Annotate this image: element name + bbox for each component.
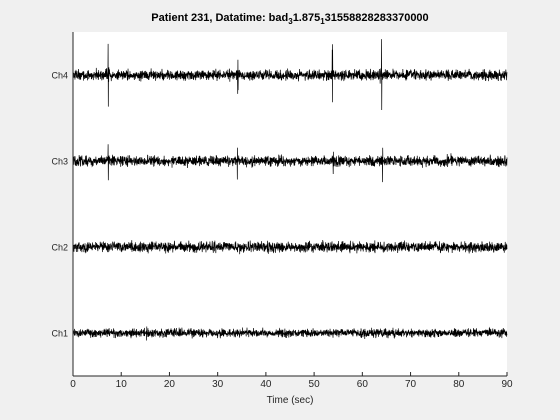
title-part: 31558828283370000 [325, 12, 429, 24]
trace-ch3 [72, 144, 508, 183]
trace-ch2 [72, 240, 508, 255]
x-tick-label: 40 [260, 379, 272, 390]
traces [72, 39, 508, 341]
x-tick-label: 60 [357, 379, 369, 390]
x-tick-label: 50 [309, 379, 321, 390]
chart-title: Patient 231, Datatime: bad31.87513155882… [151, 12, 428, 26]
x-tick-label: 0 [70, 379, 76, 390]
x-tick-label: 30 [212, 379, 224, 390]
x-ticks: 0 10 20 30 40 50 60 70 80 90 [70, 372, 513, 390]
x-tick-label: 90 [501, 379, 513, 390]
title-part: 1 [320, 17, 325, 26]
x-tick-label: 80 [453, 379, 465, 390]
title-part: 3 [288, 17, 293, 26]
y-tick-label: Ch3 [51, 157, 68, 167]
x-tick-label: 70 [405, 379, 417, 390]
x-tick-label: 10 [116, 379, 128, 390]
trace-ch4 [72, 39, 508, 111]
y-tick-label: Ch1 [51, 329, 68, 339]
title-part: Patient 231, Datatime: bad [151, 12, 288, 24]
title-part: 1.875 [293, 12, 321, 24]
plot-area [73, 32, 507, 376]
trace-ch1 [72, 326, 508, 341]
y-ticks: Ch1 Ch2 Ch3 Ch4 [51, 71, 77, 339]
x-axis-label: Time (sec) [267, 395, 314, 406]
y-tick-label: Ch2 [51, 243, 68, 253]
x-tick-label: 20 [164, 379, 176, 390]
y-tick-label: Ch4 [51, 71, 68, 81]
